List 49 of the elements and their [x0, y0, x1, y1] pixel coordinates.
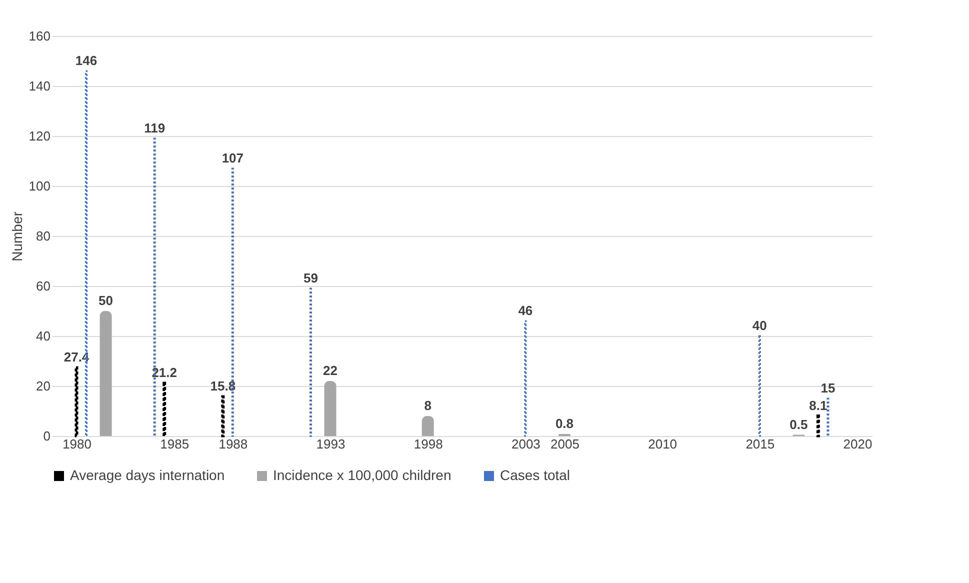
legend-label: Cases total — [500, 467, 570, 483]
y-tick-label: 160 — [28, 28, 50, 44]
data-label: 59 — [304, 270, 318, 286]
data-label: 146 — [75, 53, 98, 68]
data-label: 50 — [98, 293, 114, 308]
bar — [324, 381, 336, 436]
bar — [309, 288, 312, 437]
x-tick-label: 2003 — [511, 436, 540, 452]
x-tick-label: 1998 — [414, 436, 443, 452]
data-label: 46 — [518, 303, 533, 318]
bar — [221, 395, 225, 438]
legend-label: Incidence x 100,000 children — [273, 467, 452, 483]
data-label: 21.2 — [152, 365, 178, 380]
data-label: 8 — [424, 398, 432, 413]
y-axis-title: Number — [8, 211, 25, 262]
y-tick-label: 60 — [36, 278, 50, 294]
bar — [162, 382, 166, 438]
y-tick-label: 120 — [28, 128, 50, 144]
x-tick-label: 1988 — [218, 436, 248, 452]
data-label: 8.1 — [809, 398, 828, 413]
x-tick-label: 2005 — [550, 436, 580, 452]
bar — [74, 366, 78, 438]
bar — [826, 398, 830, 437]
x-tick-label: 2010 — [648, 436, 678, 452]
bar — [100, 311, 112, 436]
legend-label: Average days internation — [70, 467, 225, 483]
x-tick-label: 1985 — [160, 436, 190, 452]
bar — [524, 320, 527, 437]
data-label: 119 — [144, 120, 166, 136]
data-label: 107 — [222, 150, 244, 166]
x-tick-label: 1980 — [62, 436, 92, 452]
data-label: 15 — [820, 380, 836, 396]
x-tick-label: 2015 — [746, 436, 775, 452]
data-label: 22 — [323, 363, 338, 378]
x-tick-label: 2020 — [843, 436, 872, 452]
data-label: 40 — [752, 318, 767, 333]
bar — [758, 335, 761, 437]
x-tick-label: 1993 — [316, 436, 346, 452]
y-tick-label: 100 — [28, 178, 50, 194]
y-tick-label: 40 — [36, 328, 50, 344]
data-label: 0.5 — [790, 416, 808, 432]
y-tick-label: 80 — [36, 228, 50, 244]
bar — [816, 414, 820, 438]
y-tick-label: 0 — [43, 428, 50, 444]
y-tick-label: 20 — [36, 378, 50, 394]
data-label: 0.8 — [555, 416, 574, 431]
data-label: 15.8 — [210, 378, 236, 394]
y-tick-label: 140 — [28, 78, 50, 94]
bar — [422, 416, 434, 436]
